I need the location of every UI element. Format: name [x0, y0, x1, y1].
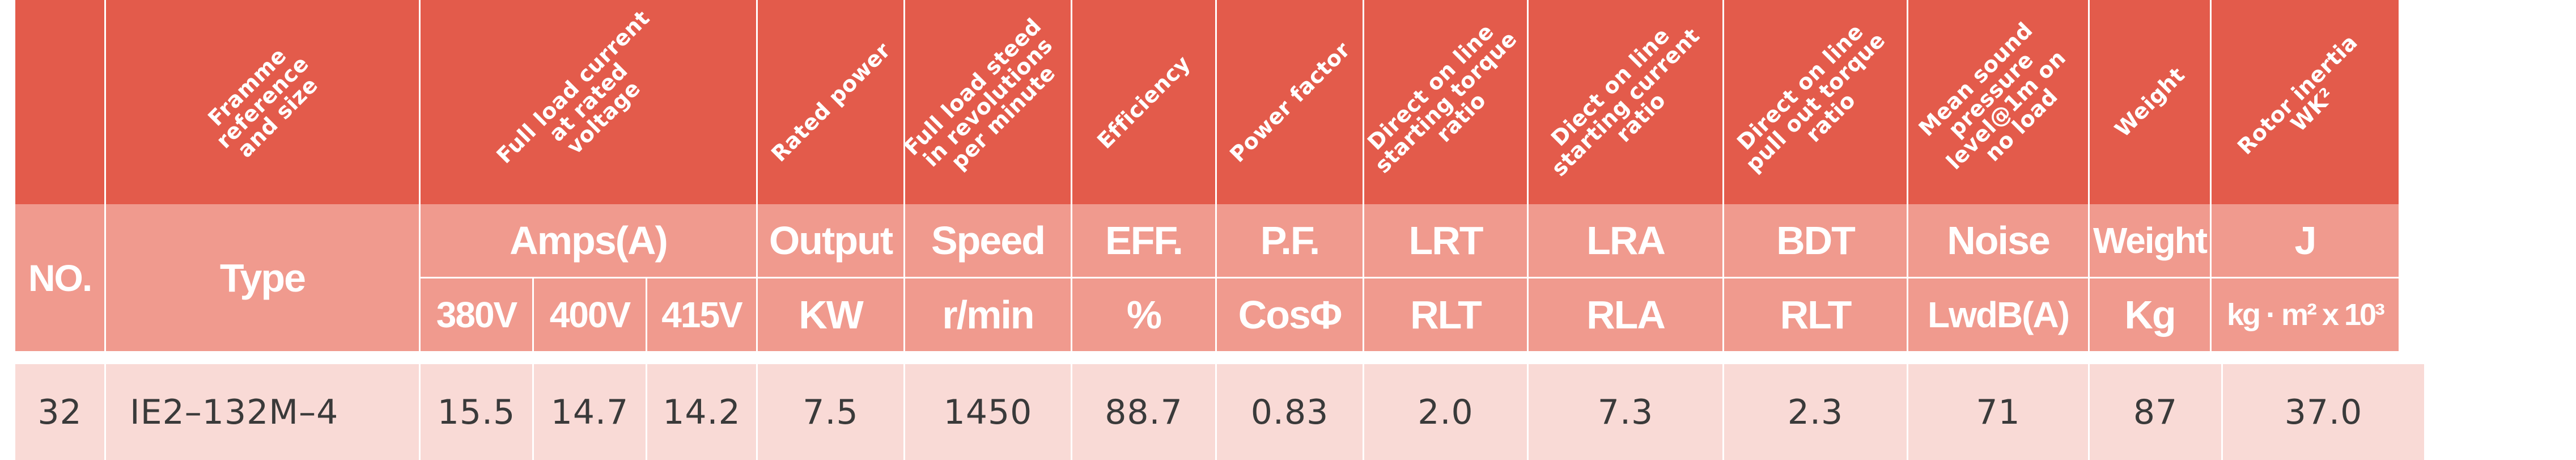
rmin-unit: r/min [905, 278, 1072, 353]
cell-power-factor: 0.83 [1217, 364, 1364, 460]
inertia-unit: kg · m² x 10³ [2212, 278, 2399, 353]
cell-type: IE2–132M–4 [106, 364, 421, 460]
cell-no: 32 [15, 364, 106, 460]
cell-weight: 87 [2090, 364, 2223, 460]
header-weight-label: Weight [2110, 62, 2190, 142]
header-band: Framme reference and size Full load curr… [15, 0, 2399, 204]
cell-amps-380: 15.5 [421, 364, 534, 460]
cell-inertia: 37.0 [2284, 392, 2363, 432]
header-power-factor-label: Power factor [1224, 37, 1355, 167]
volt-400-header: 400V [534, 278, 647, 353]
cell-lra: 7.3 [1529, 364, 1724, 460]
volt-415-header: 415V [647, 278, 758, 353]
cell-bdt: 2.3 [1724, 364, 1908, 460]
header-noise-label: Mean sound pressure level@1m on no load [1913, 17, 2070, 175]
header-bdt-label: Direct on line pull out torque ratio [1732, 19, 1890, 177]
cell-lrt: 2.0 [1364, 364, 1529, 460]
cell-speed: 1450 [905, 364, 1072, 460]
header-power: Rated power [758, 0, 905, 204]
header-current: Full load current at rated voltage [421, 0, 758, 204]
rla-unit: RLA [1529, 278, 1724, 353]
header-no-cell [15, 0, 106, 204]
speed-header: Speed [905, 204, 1072, 278]
cell-output: 7.5 [758, 364, 905, 460]
header-lrt-label: Direct on line starting torque ratio [1364, 19, 1522, 178]
header-efficiency: Efficiency [1072, 0, 1217, 204]
type-header: Type [106, 204, 421, 353]
weight-header: Weight [2090, 204, 2212, 278]
header-speed-label: Full load steed in revolutions per minut… [905, 13, 1060, 175]
output-header: Output [758, 204, 905, 278]
cell-amps-415: 14.2 [647, 364, 758, 460]
cell-efficiency: 88.7 [1072, 364, 1217, 460]
bdt-header: BDT [1724, 204, 1908, 278]
header-bdt: Direct on line pull out torque ratio [1724, 0, 1908, 204]
header-weight: Weight [2090, 0, 2212, 204]
pf-header: P.F. [1217, 204, 1364, 278]
eff-header: EFF. [1072, 204, 1217, 278]
header-noise: Mean sound pressure level@1m on no load [1908, 0, 2090, 204]
j-header: J [2212, 204, 2399, 278]
header-frame-label: Framme reference and size [203, 43, 323, 163]
header-power-factor: Power factor [1217, 0, 1364, 204]
row-separator [15, 353, 2452, 364]
rlt-unit: RLT [1364, 278, 1529, 353]
header-efficiency-label: Efficiency [1092, 50, 1195, 154]
rlt-unit-2: RLT [1724, 278, 1908, 353]
lra-header: LRA [1529, 204, 1724, 278]
cell-amps-400: 14.7 [534, 364, 647, 460]
units-band: NO. Type Amps(A) 380V 400V 415V Output K… [15, 204, 2399, 353]
header-inertia: Rotor inertia WK² [2212, 0, 2399, 204]
volt-380-header: 380V [421, 278, 534, 353]
header-lra-label: Diect on line starting current ratio [1546, 22, 1705, 182]
kw-unit: KW [758, 278, 905, 353]
kg-unit: Kg [2090, 278, 2212, 353]
header-power-label: Rated power [766, 37, 896, 167]
percent-unit: % [1072, 278, 1217, 353]
no-header: NO. [15, 204, 106, 353]
amps-header: Amps(A) [421, 204, 758, 278]
lrt-header: LRT [1364, 204, 1529, 278]
cell-noise: 71 [1908, 364, 2090, 460]
table-row: 32 IE2–132M–4 15.5 14.7 14.2 7.5 1450 88… [15, 364, 2424, 460]
header-lrt: Direct on line starting torque ratio [1364, 0, 1529, 204]
header-frame: Framme reference and size [106, 0, 421, 204]
noise-header: Noise [1908, 204, 2090, 278]
header-lra: Diect on line starting current ratio [1529, 0, 1724, 204]
header-speed: Full load steed in revolutions per minut… [905, 0, 1072, 204]
header-inertia-label: Rotor inertia WK² [2233, 29, 2362, 159]
lwdb-unit: LwdB(A) [1908, 278, 2090, 353]
cos-unit: CosΦ [1217, 278, 1364, 353]
header-current-label: Full load current at rated voltage [491, 5, 655, 168]
